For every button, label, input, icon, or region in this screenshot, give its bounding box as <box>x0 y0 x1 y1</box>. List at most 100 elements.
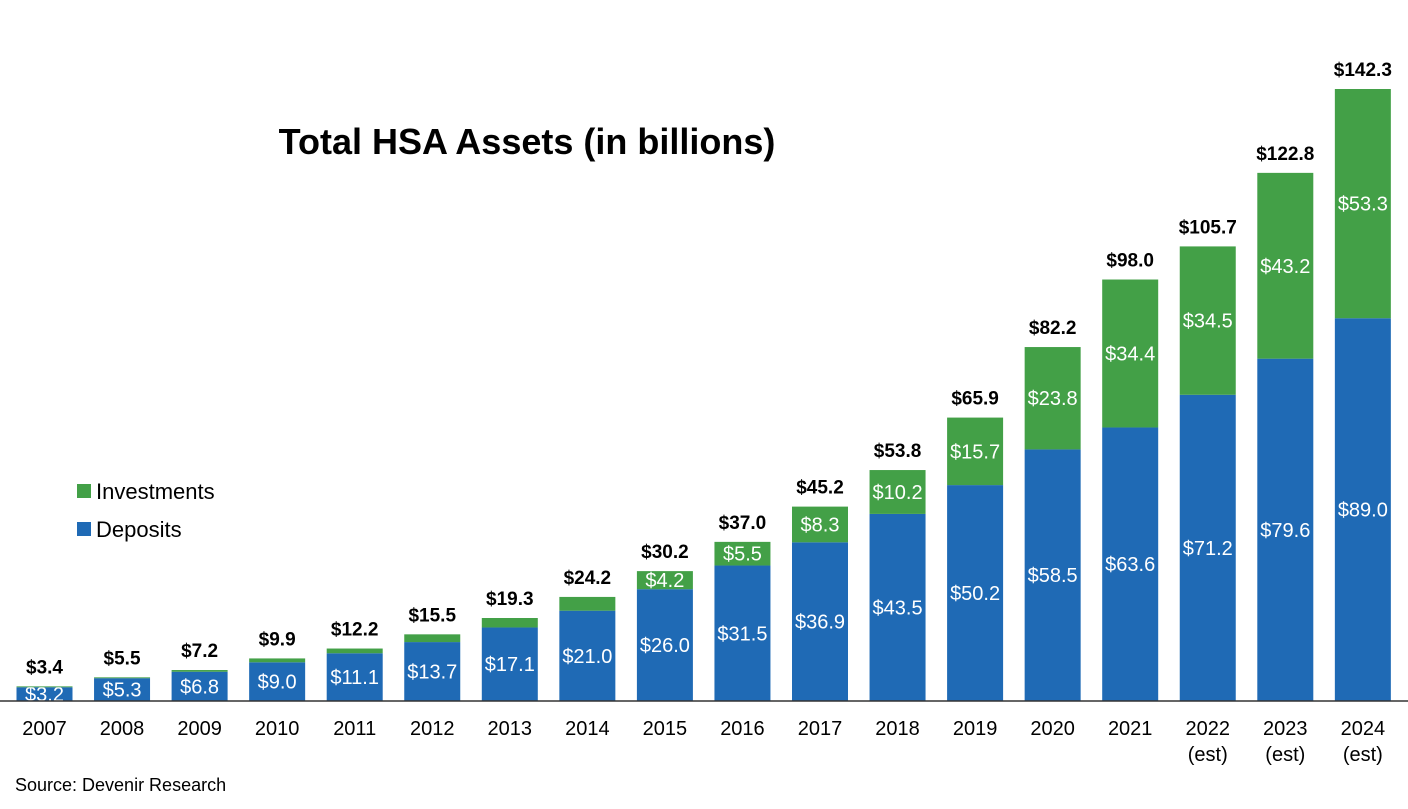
value-label-deposits-1: $5.3 <box>103 680 142 702</box>
x-tick-label-9: 2016 <box>720 718 765 740</box>
x-tick-label-6: 2013 <box>488 718 533 740</box>
x-tick-label-10: 2017 <box>798 718 843 740</box>
bars-group: $3.2 $3.4 $5.3 $5.5 $6.8 $7.2 $9.0 $9.9 $11.1 $12… <box>16 60 1392 706</box>
bar-deposits-9 <box>714 565 771 701</box>
x-tick-label-3: 2010 <box>255 718 300 740</box>
legend-label-deposits: Deposits <box>96 517 182 542</box>
total-label-14: $98.0 <box>1106 251 1154 272</box>
value-label-deposits-4: $11.1 <box>330 667 379 689</box>
x-tick-label-14: 2021 <box>1108 718 1153 740</box>
chart-title: Total HSA Assets (in billions) <box>279 121 776 162</box>
value-label-deposits-0: $3.2 <box>25 684 64 706</box>
bar-deposits-12 <box>947 485 1004 701</box>
value-label-deposits-8: $26.0 <box>640 635 690 657</box>
x-tick-label-8: 2015 <box>643 718 688 740</box>
bar-investments-14 <box>1102 279 1159 428</box>
total-label-8: $30.2 <box>641 542 689 563</box>
value-label-investments-10: $8.3 <box>801 514 840 536</box>
x-tick-label-17-sub: (est) <box>1343 744 1383 766</box>
bar-investments-11 <box>869 470 926 514</box>
bar-deposits-4 <box>326 653 383 701</box>
total-label-16: $122.8 <box>1256 144 1314 165</box>
bar-investments-1 <box>94 677 151 679</box>
value-label-deposits-9: $31.5 <box>717 623 767 645</box>
bar-deposits-10 <box>792 542 848 701</box>
total-label-7: $24.2 <box>564 568 612 589</box>
value-label-deposits-6: $17.1 <box>485 654 535 676</box>
value-label-investments-15: $34.5 <box>1183 311 1233 333</box>
x-tick-label-17: 2024 <box>1341 718 1386 740</box>
bar-investments-3 <box>249 658 306 663</box>
bar-investments-7 <box>559 596 616 611</box>
value-label-deposits-17: $89.0 <box>1338 500 1388 522</box>
bar-investments-13 <box>1024 347 1081 450</box>
total-label-3: $9.9 <box>259 629 296 650</box>
bar-deposits-15 <box>1179 394 1236 701</box>
bar-investments-0 <box>16 686 73 688</box>
value-label-deposits-14: $63.6 <box>1105 554 1155 576</box>
value-label-deposits-3: $9.0 <box>258 672 297 694</box>
value-label-deposits-5: $13.7 <box>407 662 457 684</box>
x-tick-label-2: 2009 <box>177 718 222 740</box>
x-tick-label-16: 2023 <box>1263 718 1308 740</box>
x-tick-label-13: 2020 <box>1030 718 1075 740</box>
value-label-investments-9: $5.5 <box>723 544 762 566</box>
x-tick-label-16-sub: (est) <box>1265 744 1305 766</box>
bar-investments-9 <box>714 541 771 566</box>
bar-investments-10 <box>792 506 848 543</box>
x-tick-label-15-sub: (est) <box>1188 744 1228 766</box>
x-axis-ticks: 2007 2008 2009 2010 2011 2012 2013 2014 2015 2016… <box>22 718 1385 766</box>
bar-deposits-3 <box>249 662 306 701</box>
bar-investments-17 <box>1334 89 1391 319</box>
x-tick-label-5: 2012 <box>410 718 455 740</box>
total-label-5: $15.5 <box>408 605 456 626</box>
bar-investments-15 <box>1179 246 1236 395</box>
value-label-investments-13: $23.8 <box>1028 388 1078 410</box>
bar-investments-4 <box>326 648 383 654</box>
bar-deposits-11 <box>869 513 926 701</box>
value-label-deposits-15: $71.2 <box>1183 538 1233 560</box>
total-label-13: $82.2 <box>1029 318 1077 339</box>
bar-deposits-0 <box>16 687 73 701</box>
total-label-9: $37.0 <box>719 513 767 534</box>
total-label-6: $19.3 <box>486 589 534 610</box>
bar-deposits-1 <box>94 678 151 701</box>
x-tick-label-0: 2007 <box>22 718 67 740</box>
x-tick-label-15: 2022 <box>1186 718 1231 740</box>
value-label-investments-8: $4.2 <box>645 570 684 592</box>
value-label-investments-11: $10.2 <box>873 482 923 504</box>
value-label-investments-16: $43.2 <box>1260 256 1310 278</box>
source-note: Source: Devenir Research <box>15 775 226 795</box>
x-tick-label-12: 2019 <box>953 718 998 740</box>
bar-investments-6 <box>481 618 538 628</box>
bar-deposits-16 <box>1257 358 1314 701</box>
total-label-2: $7.2 <box>181 641 218 662</box>
value-label-investments-14: $34.4 <box>1105 344 1155 366</box>
bar-deposits-17 <box>1334 318 1391 701</box>
value-label-deposits-16: $79.6 <box>1260 520 1310 542</box>
bar-investments-16 <box>1257 172 1314 359</box>
bar-investments-5 <box>404 634 461 643</box>
value-label-deposits-13: $58.5 <box>1028 565 1078 587</box>
value-label-deposits-11: $43.5 <box>873 597 923 619</box>
total-label-11: $53.8 <box>874 441 922 462</box>
x-tick-label-11: 2018 <box>875 718 920 740</box>
value-label-deposits-10: $36.9 <box>795 612 845 634</box>
bar-deposits-2 <box>171 671 228 701</box>
legend-swatch-deposits <box>77 522 91 536</box>
total-label-0: $3.4 <box>26 657 63 678</box>
x-tick-label-7: 2014 <box>565 718 610 740</box>
legend-swatch-investments <box>77 484 91 498</box>
total-label-1: $5.5 <box>104 648 141 669</box>
legend-label-investments: Investments <box>96 479 215 504</box>
bar-investments-8 <box>636 571 693 590</box>
total-label-10: $45.2 <box>796 478 844 499</box>
x-tick-label-1: 2008 <box>100 718 145 740</box>
value-label-deposits-7: $21.0 <box>562 646 612 668</box>
bar-deposits-6 <box>481 627 538 701</box>
bar-deposits-14 <box>1102 427 1159 701</box>
bar-investments-12 <box>947 417 1004 486</box>
bar-investments-2 <box>171 670 228 672</box>
bar-deposits-13 <box>1024 449 1081 701</box>
